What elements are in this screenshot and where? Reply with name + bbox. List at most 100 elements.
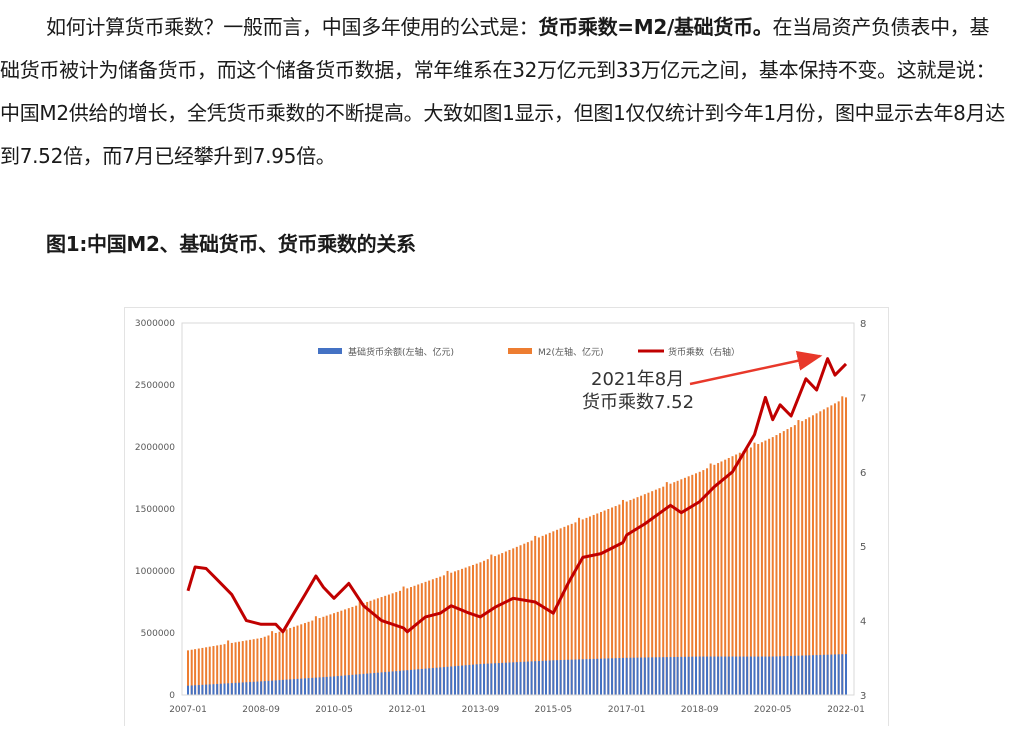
- chart-image: 0 500000 1000000 1500000 2000000 2500000 30000…: [124, 307, 889, 726]
- m2-bar: [585, 517, 588, 695]
- m2-bar: [245, 640, 248, 695]
- legend-label: M2(左轴、亿元): [538, 346, 604, 358]
- m2-bar: [687, 476, 690, 695]
- base-money-bar: [227, 683, 230, 695]
- base-money-bar: [380, 672, 383, 695]
- base-money-bar: [629, 657, 632, 695]
- m2-bar: [578, 517, 581, 695]
- m2-bar: [603, 510, 606, 695]
- m2-bar: [508, 549, 511, 695]
- base-money-bar: [833, 654, 836, 695]
- base-money-bar: [457, 665, 460, 695]
- m2-bar: [311, 620, 314, 695]
- base-money-bar: [625, 657, 628, 695]
- m2-bar: [845, 397, 847, 695]
- m2-bar: [830, 405, 833, 695]
- m2-bar: [391, 593, 394, 695]
- m2-bar: [640, 495, 643, 695]
- base-money-bar: [793, 655, 796, 695]
- m2-bar: [362, 603, 365, 695]
- m2-bar: [369, 600, 372, 695]
- base-money-bar: [249, 682, 252, 695]
- m2-bar: [695, 473, 697, 695]
- m2-bar: [479, 562, 482, 695]
- m2-bar: [833, 403, 836, 695]
- base-money-bar: [355, 674, 358, 695]
- m2-bar: [760, 442, 763, 695]
- base-money-bar: [311, 677, 314, 695]
- m2-bar: [731, 456, 734, 695]
- m2-bar: [691, 474, 694, 695]
- base-money-bar: [329, 676, 332, 695]
- base-money-bar: [314, 677, 317, 695]
- m2-bar: [534, 535, 537, 695]
- base-money-bar: [187, 685, 189, 695]
- base-money-bar: [471, 664, 474, 695]
- base-money-bar: [786, 656, 789, 695]
- base-money-bar: [515, 662, 518, 695]
- annotation-line-1: 2021年8月: [591, 369, 684, 390]
- base-money-bar: [344, 675, 347, 695]
- base-money-bar: [822, 654, 825, 695]
- x-axis-tick-label: 2008-09: [242, 705, 280, 715]
- m2-bar: [665, 482, 668, 695]
- m2-bar: [512, 548, 515, 695]
- base-money-bar: [512, 662, 515, 695]
- base-money-bar: [281, 679, 284, 695]
- m2-bar: [779, 433, 782, 695]
- m2-bar: [490, 554, 493, 695]
- m2-bar: [267, 635, 270, 695]
- m2-bar: [194, 649, 197, 695]
- m2-bar: [420, 583, 423, 695]
- base-money-bar: [267, 680, 270, 695]
- m2-bar: [804, 419, 807, 695]
- base-money-bar: [691, 656, 694, 695]
- base-money-bar: [289, 679, 292, 695]
- x-axis-ticks: 2007-01 2008-09 2010-05 2012-01 2013-09 2015-…: [169, 705, 865, 715]
- base-money-bar: [643, 657, 646, 695]
- x-axis-tick-label: 2012-01: [388, 705, 426, 715]
- legend-label: 基础货币余额(左轴、亿元): [348, 346, 454, 358]
- base-money-bar: [402, 670, 405, 695]
- base-money-bar: [717, 656, 720, 695]
- plot-area-border: [181, 322, 855, 696]
- m2-bar: [782, 431, 785, 695]
- base-money-bar: [570, 659, 573, 695]
- base-money-bar: [369, 673, 372, 695]
- base-money-bar: [698, 656, 701, 695]
- base-money-bar: [574, 659, 577, 695]
- base-money-bar: [596, 658, 599, 695]
- base-money-bar: [461, 665, 464, 695]
- base-money-bar: [398, 670, 401, 695]
- base-money-bar: [373, 673, 376, 695]
- base-money-bar: [797, 655, 800, 695]
- base-money-bar: [640, 657, 643, 695]
- m2-bar: [446, 570, 449, 695]
- m2-bar: [314, 616, 317, 695]
- base-money-bar: [219, 683, 222, 695]
- base-money-bar: [504, 662, 507, 695]
- m2-bar: [654, 489, 657, 695]
- base-money-bar: [713, 656, 716, 695]
- m2-bar: [358, 601, 361, 695]
- base-money-bar: [260, 681, 263, 695]
- base-money-bar: [494, 663, 497, 695]
- base-money-bar: [238, 682, 241, 695]
- m2-bar: [808, 417, 811, 695]
- base-money-bar: [618, 658, 621, 695]
- m2-bar: [351, 606, 354, 695]
- base-money-bar: [358, 674, 361, 695]
- base-money-bar: [453, 666, 456, 695]
- m2-bar: [497, 554, 500, 695]
- m2-bar: [300, 624, 303, 695]
- base-money-bar: [486, 663, 489, 695]
- base-money-bar: [271, 680, 274, 695]
- base-money-bar: [446, 666, 449, 695]
- m2-bar: [289, 628, 292, 695]
- paragraph-text-1: 如何计算货币乘数？一般而言，中国多年使用的公式是：: [46, 15, 539, 39]
- base-money-bar: [501, 662, 504, 695]
- m2-bar: [428, 580, 431, 695]
- base-money-bar: [779, 656, 782, 695]
- base-money-bar: [665, 657, 668, 695]
- m2-bar: [376, 598, 379, 695]
